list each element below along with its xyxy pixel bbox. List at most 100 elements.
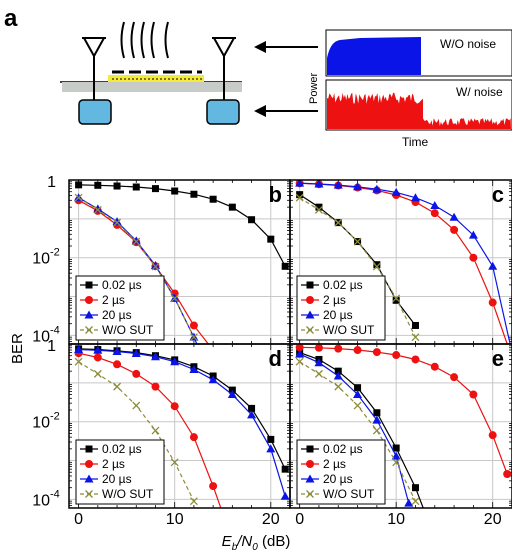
series-20-s [295,349,414,507]
data-point [450,225,459,234]
legend-label: 2 µs [323,457,346,471]
data-point [248,216,256,224]
panel-letter: d [269,346,282,371]
data-point [314,344,323,352]
data-point [170,357,180,366]
legend-label: W/O SUT [102,323,154,337]
legend-label: 20 µs [102,472,132,486]
legend-label: 20 µs [323,308,353,322]
legend-label: 2 µs [102,457,125,471]
series-20-s [295,180,511,344]
data-point [132,401,141,410]
data-point [315,203,323,211]
legend-label: 0.02 µs [323,442,363,456]
data-point [189,333,198,342]
data-point [170,294,179,303]
data-point [132,237,141,246]
data-point [314,180,324,188]
data-point [94,181,102,189]
y-tick-exponent: -4 [50,488,60,500]
trace-bottom-signal [327,92,423,129]
y-tick-label: 10 [32,415,50,432]
legend-entry: 2 µs [301,293,346,307]
series-w-o-sut [74,193,198,342]
substrate-slab [62,82,242,92]
legend-entry: 2 µs [301,457,346,471]
data-point [411,355,420,364]
data-point [488,261,498,270]
data-point [267,435,275,443]
data-point [170,458,179,467]
xlabel-e: E [222,533,233,550]
data-point [280,491,290,500]
data-point [295,193,304,202]
series-20-s [74,345,290,500]
data-point [372,426,381,435]
data-point [372,184,382,193]
arrow-top-icon [254,41,318,53]
data-point [93,369,102,378]
legend-label: 2 µs [102,293,125,307]
legend-entry: 2 µs [80,293,125,307]
legend-entry: W/O SUT [80,487,154,501]
panel-letter: c [492,182,504,207]
xlabel-n: /N [236,533,252,550]
x-tick-label: 0 [74,511,83,528]
legend-label: 0.02 µs [323,278,363,292]
panel-letter: b [269,182,282,207]
shared-xlabel: Eb/N0 (dB) [222,533,291,553]
data-point [189,321,198,330]
legend-entry: 20 µs [80,308,132,322]
data-point [74,345,84,354]
data-point [488,431,497,440]
data-point [503,470,512,479]
shared-ylabel: BER [9,333,26,364]
data-point [131,236,141,245]
data-point [333,371,343,380]
panel-a: a [4,5,512,149]
radiation-waves-icon [120,21,169,59]
series-line [78,184,286,267]
data-point [209,482,218,491]
data-point [295,344,304,352]
trace-top-label: W/O noise [440,37,496,51]
trace-bottom-noise-floor [423,118,511,129]
legend-label: 0.02 µs [102,278,142,292]
data-point [189,497,198,506]
data-point [314,369,323,378]
data-point [392,458,401,467]
antenna-left-icon [78,37,112,125]
data-point [281,262,289,270]
data-point [372,262,381,271]
legend-entry: 20 µs [80,472,132,486]
data-point [353,237,362,246]
data-point [314,358,324,367]
legend-label: W/O SUT [323,323,375,337]
data-point [208,375,218,384]
data-point [150,260,160,269]
data-point [267,235,275,243]
data-point [131,348,141,357]
x-tick-label: 20 [262,511,280,528]
data-point [430,209,439,218]
data-point [228,203,236,211]
y-tick-label: 1 [47,174,56,191]
data-point [469,390,478,399]
xlabel-unit: (dB) [258,533,291,550]
data-point [354,384,362,392]
data-point [74,193,83,202]
antenna-right-icon [206,37,240,125]
data-point [333,180,343,189]
data-point [334,367,342,375]
data-point [430,362,439,371]
legend-entry: W/O SUT [80,323,154,337]
data-point [75,181,83,189]
data-point [373,409,381,417]
data-point [373,261,381,269]
